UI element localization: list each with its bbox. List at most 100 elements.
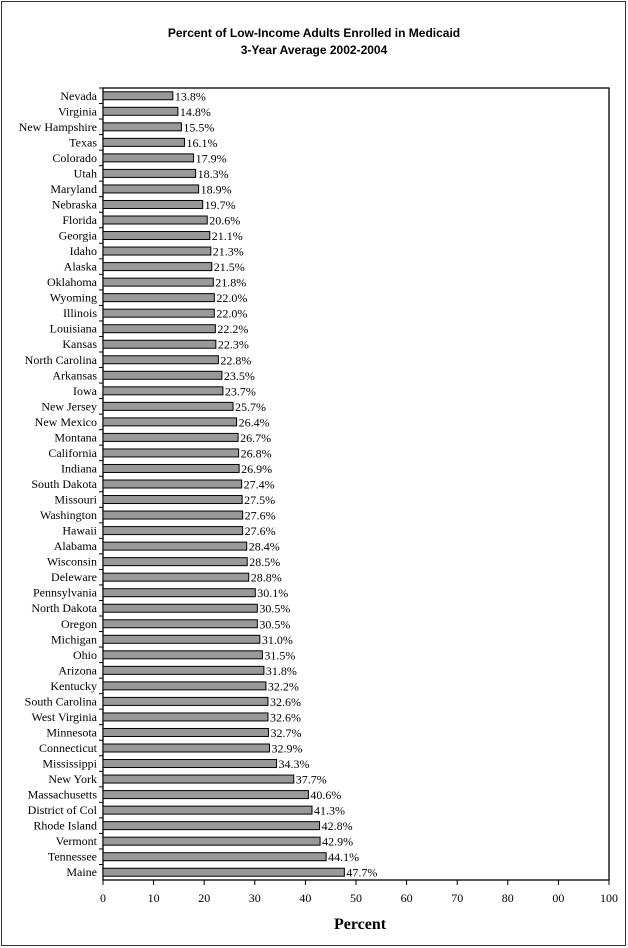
data-label: 31.0% [262,633,293,647]
data-label: 17.9% [196,151,227,165]
data-label: 13.8% [175,89,206,103]
bar [102,495,243,505]
data-label: 30.1% [257,586,288,600]
bar [102,153,195,163]
x-tick-label: 20 [198,891,210,905]
data-label: 40.6% [310,788,341,802]
y-tick-label: Tennessee [48,850,97,864]
y-tick-label: Texas [69,135,97,149]
bar [102,805,313,815]
y-tick-label: Alabama [54,539,98,553]
y-tick-label: Alaska [64,260,98,274]
data-label: 22.0% [216,291,247,305]
bar [102,743,270,753]
bar [102,821,321,831]
y-tick-label: Ohio [73,648,97,662]
y-tick-label: District of Col [28,803,98,817]
data-label: 27.6% [245,509,276,523]
bar [102,199,204,209]
data-label: 32.6% [270,710,301,724]
bar [102,246,212,256]
y-tick-label: Michigan [51,632,97,646]
y-tick-label: West Virginia [31,710,97,724]
y-tick-label: Iowa [73,384,98,398]
data-label: 37.7% [296,773,327,787]
y-tick-label: Pennsylvania [33,586,98,600]
bar [102,681,267,691]
data-label: 26.9% [241,462,272,476]
data-label: 26.4% [239,415,270,429]
data-label: 23.7% [225,384,256,398]
bar [102,370,223,380]
chart-title: Percent of Low-Income Adults Enrolled in… [167,26,461,40]
data-label: 15.5% [183,120,214,134]
x-tick-label: 00 [552,891,564,905]
bar [102,588,256,598]
y-tick-label: California [48,446,97,460]
bar [102,541,248,551]
data-label: 42.8% [322,819,353,833]
y-tick-label: Oklahoma [47,275,98,289]
data-label: 27.4% [244,478,275,492]
x-tick-label: 60 [401,891,413,905]
data-label: 27.5% [244,493,275,507]
y-tick-label: Washington [40,508,97,522]
data-label: 21.1% [212,229,243,243]
data-label: 16.1% [186,136,217,150]
y-tick-label: Oregon [61,617,97,631]
y-tick-label: Utah [74,166,97,180]
data-label: 30.5% [259,617,290,631]
data-label: 27.6% [245,524,276,538]
y-tick-label: New York [48,772,97,786]
data-label: 28.8% [251,571,282,585]
data-label: 18.9% [201,182,232,196]
bar [102,479,243,489]
y-tick-label: Maryland [50,182,97,196]
y-tick-label: Virginia [58,104,98,118]
data-label: 18.3% [198,167,229,181]
bar [102,168,197,178]
bar [102,634,261,644]
data-label: 28.4% [249,540,280,554]
data-label: 14.8% [180,105,211,119]
y-tick-label: Idaho [70,244,97,258]
bar [102,293,215,303]
data-label: 26.8% [241,446,272,460]
y-tick-label: Kentucky [50,679,97,693]
x-tick-label: 70 [451,891,463,905]
y-tick-label: Arkansas [52,368,97,382]
data-label: 31.8% [266,664,297,678]
bar [102,184,200,194]
y-tick-label: New Jersey [41,399,97,413]
bar [102,277,214,287]
y-tick-label: North Dakota [31,601,97,615]
x-tick-label: 100 [600,891,618,905]
y-tick-label: Indiana [61,461,98,475]
data-label: 20.6% [209,214,240,228]
bar [102,355,219,365]
bar [102,510,244,520]
data-label: 22.0% [216,307,247,321]
data-label: 32.9% [271,742,302,756]
data-label: 34.3% [279,757,310,771]
data-label: 21.8% [215,276,246,290]
y-tick-label: New Hampshire [19,120,97,134]
bar [102,836,321,846]
bar [102,665,265,675]
x-axis-label: Percent [333,916,387,933]
data-label: 31.5% [264,648,295,662]
data-label: 26.7% [240,431,271,445]
bar [102,790,309,800]
bar [102,386,224,396]
bar [102,215,208,225]
y-tick-label: Louisiana [50,322,98,336]
x-tick-label: 30 [249,891,261,905]
data-label: 19.7% [205,198,236,212]
y-tick-label: Massachusetts [28,788,98,802]
y-tick-label: Nevada [60,89,97,103]
bar [102,774,295,784]
y-tick-label: Mississippi [42,757,97,771]
bar [102,106,179,116]
bar [102,324,216,334]
